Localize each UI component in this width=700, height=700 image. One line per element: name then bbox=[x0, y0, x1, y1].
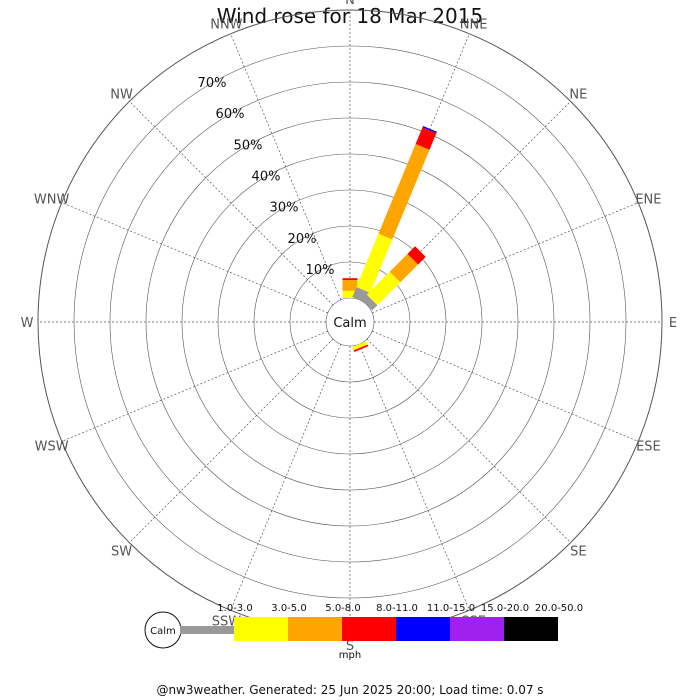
radial-tick-label: 10% bbox=[306, 263, 335, 278]
rose-grid bbox=[37, 9, 663, 635]
legend-calm-label: Calm bbox=[150, 626, 176, 637]
speed-legend: Calm 1.0-3.0 3.0-5.0 5.0-8.0 8.0-11.0 11.0-15… bbox=[144, 603, 583, 661]
direction-label-ssw: SSW bbox=[212, 614, 242, 629]
bar-n-bin-2 bbox=[342, 280, 358, 291]
rose-labels: CalmNNNENEENEEESESESSESSSWSWWSWWWNWNWNNW… bbox=[21, 0, 678, 654]
legend-label-4: 11.0-15.0 bbox=[427, 603, 475, 614]
legend-label-1: 3.0-5.0 bbox=[271, 603, 306, 614]
bar-nne-bin-4 bbox=[422, 126, 437, 134]
radial-tick-label: 30% bbox=[270, 201, 299, 216]
legend-swatch-0 bbox=[180, 626, 234, 634]
direction-label-n: N bbox=[345, 0, 355, 8]
radial-tick-label: 70% bbox=[198, 76, 227, 91]
bar-n-bin-3 bbox=[342, 278, 358, 280]
direction-label-nne: NNE bbox=[460, 18, 488, 33]
spoke-wnw bbox=[61, 202, 328, 314]
legend-label-0: 1.0-3.0 bbox=[217, 603, 252, 614]
legend-unit: mph bbox=[339, 650, 361, 661]
direction-label-w: W bbox=[21, 316, 34, 331]
bar-nne-bin-1 bbox=[356, 233, 393, 293]
direction-label-s: S bbox=[346, 639, 354, 654]
calm-label: Calm bbox=[333, 316, 366, 331]
bar-ne-bin-2 bbox=[389, 253, 419, 283]
legend-swatch-2 bbox=[288, 617, 342, 641]
direction-label-wsw: WSW bbox=[35, 440, 69, 455]
radial-tick-label: 40% bbox=[252, 170, 281, 185]
direction-label-ene: ENE bbox=[635, 192, 661, 207]
legend-swatch-6 bbox=[504, 617, 558, 641]
bar-sse-bin-3 bbox=[353, 344, 369, 352]
direction-label-ne: NE bbox=[569, 88, 587, 103]
direction-label-sw: SW bbox=[111, 544, 132, 559]
footer-text: @nw3weather. Generated: 25 Jun 2025 20:0… bbox=[156, 683, 544, 697]
radial-tick-label: 50% bbox=[234, 138, 263, 153]
legend-label-3: 8.0-11.0 bbox=[376, 603, 418, 614]
spoke-wsw bbox=[61, 330, 328, 442]
bar-nne-bin-2 bbox=[378, 144, 430, 240]
calm-circle bbox=[327, 299, 373, 345]
direction-label-ese: ESE bbox=[636, 440, 661, 455]
rose-bars bbox=[342, 126, 437, 352]
bar-ne-bin-0 bbox=[361, 294, 378, 311]
legend-swatch-5 bbox=[450, 617, 504, 641]
legend-swatch-4 bbox=[396, 617, 450, 641]
direction-label-nw: NW bbox=[110, 88, 133, 103]
legend-swatch-1 bbox=[234, 617, 288, 641]
spoke-se bbox=[366, 338, 571, 543]
legend-label-5: 15.0-20.0 bbox=[481, 603, 529, 614]
spoke-sse bbox=[358, 344, 470, 611]
radial-tick-label: 60% bbox=[216, 107, 245, 122]
spoke-ene bbox=[372, 202, 639, 314]
bar-ne-bin-3 bbox=[407, 246, 426, 265]
direction-label-wnw: WNW bbox=[34, 192, 70, 207]
spoke-nw bbox=[129, 101, 334, 306]
legend-swatch-3 bbox=[342, 617, 396, 641]
bar-nne-bin-3 bbox=[415, 127, 437, 150]
spoke-nnw bbox=[230, 33, 342, 300]
direction-label-e: E bbox=[669, 316, 677, 331]
bar-sse-bin-1 bbox=[352, 341, 368, 351]
legend-label-6: 20.0-50.0 bbox=[535, 603, 583, 614]
radial-tick-label: 20% bbox=[288, 232, 317, 247]
spoke-sw bbox=[129, 338, 334, 543]
direction-label-se: SE bbox=[570, 544, 586, 559]
spoke-ese bbox=[372, 330, 639, 442]
bar-ne-bin-1 bbox=[366, 271, 401, 306]
spoke-ssw bbox=[230, 344, 342, 611]
direction-label-nnw: NNW bbox=[210, 18, 242, 33]
legend-label-2: 5.0-8.0 bbox=[325, 603, 360, 614]
